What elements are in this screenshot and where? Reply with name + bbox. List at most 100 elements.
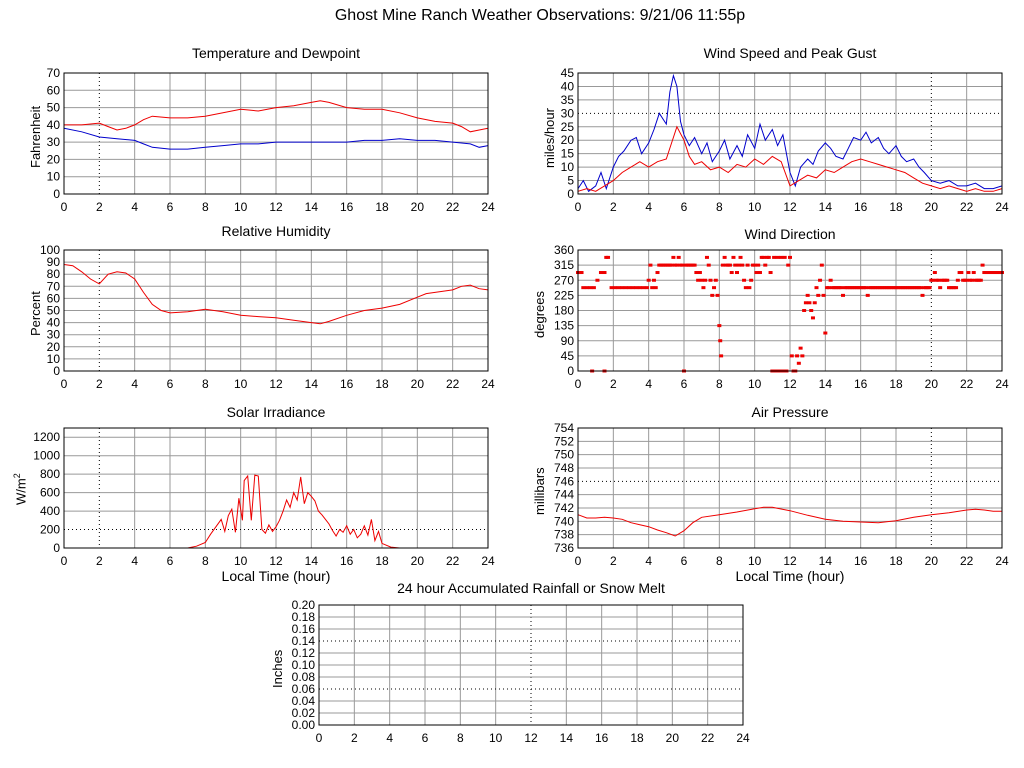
press-x-tick-label-6: 6: [681, 554, 688, 568]
dir-point-81: [743, 286, 748, 290]
dir-point-125: [821, 293, 826, 297]
dir-point-210: [971, 271, 976, 275]
dir-point-26: [648, 263, 653, 267]
dir-point-14: [609, 286, 614, 290]
temp-x-tick-label-16: 16: [340, 200, 354, 214]
temp-y-tick-label-7: 70: [47, 66, 61, 80]
dir-point-190: [936, 278, 941, 282]
press-y-tick-label-7: 750: [554, 448, 574, 462]
solar-x-tick-label-24: 24: [481, 554, 495, 568]
rain-chart-title: 24 hour Accumulated Rainfall or Snow Mel…: [397, 580, 665, 596]
rh-x-tick-label-8: 8: [202, 377, 209, 391]
solar-x-tick-label-10: 10: [234, 554, 248, 568]
dir-point-7: [591, 286, 596, 290]
temp-x-tick-label-10: 10: [234, 200, 248, 214]
dir-x-tick-label-20: 20: [925, 377, 939, 391]
dir-point-52: [694, 271, 699, 275]
dir-point-25: [646, 278, 651, 282]
rh-x-tick-label-2: 2: [96, 377, 103, 391]
solar-plot-frame: [63, 427, 489, 549]
dir-point-107: [789, 354, 794, 358]
dir-point-105: [786, 263, 791, 267]
dir-point-8: [595, 278, 600, 282]
press-series-line-0: [577, 506, 1002, 537]
wind-series-line-0: [577, 73, 1003, 193]
dir-point-117: [807, 301, 812, 305]
press-chart-title: Air Pressure: [751, 404, 829, 420]
rain-x-tick-label-20: 20: [666, 731, 680, 745]
rh-y-tick-label-3: 30: [47, 328, 61, 342]
rh-x-tick-label-16: 16: [340, 377, 354, 391]
dir-point-63: [713, 278, 718, 282]
dir-point-188: [932, 271, 937, 275]
wind-x-tick-label-18: 18: [889, 200, 903, 214]
dir-point-86: [752, 263, 757, 267]
temp-x-tick-label-24: 24: [481, 200, 495, 214]
dir-point-200: [954, 286, 959, 290]
rh-x-tick-label-22: 22: [446, 377, 460, 391]
temp-y-tick-label-6: 60: [47, 83, 61, 97]
dir-x-tick-label-2: 2: [610, 377, 617, 391]
dir-point-123: [818, 278, 823, 282]
rh-y-tick-label-8: 80: [47, 267, 61, 281]
wind-x-tick-label-0: 0: [575, 200, 582, 214]
press-x-tick-label-2: 2: [610, 554, 617, 568]
rain-x-tick-label-10: 10: [489, 731, 503, 745]
temp-x-tick-label-6: 6: [167, 200, 174, 214]
rain-x-tick-label-16: 16: [595, 731, 609, 745]
temp-y-tick-label-2: 20: [47, 152, 61, 166]
dir-point-61: [710, 293, 715, 297]
dir-point-83: [747, 286, 752, 290]
press-x-tick-label-20: 20: [925, 554, 939, 568]
dir-point-187: [931, 278, 936, 282]
dir-y-tick-label-0: 0: [567, 364, 574, 378]
wind-x-tick-label-20: 20: [925, 200, 939, 214]
wind-series-line-1: [577, 125, 1003, 192]
dir-point-59: [706, 263, 711, 267]
temp-x-tick-label-22: 22: [446, 200, 460, 214]
wind-x-tick-label-4: 4: [645, 200, 652, 214]
dir-point-101: [779, 255, 784, 259]
dir-point-28: [651, 278, 656, 282]
dir-point-97: [772, 255, 777, 259]
temp-x-tick-label-2: 2: [96, 200, 103, 214]
dir-y-tick-label-4: 180: [554, 304, 574, 318]
solar-x-tick-label-4: 4: [131, 554, 138, 568]
rain-y-tick-label-2: 0.04: [292, 694, 316, 708]
dir-point-214: [978, 278, 983, 282]
dir-point-87: [754, 271, 759, 275]
dir-point-51: [692, 263, 697, 267]
dir-point-69: [722, 255, 727, 259]
temp-x-tick-label-0: 0: [61, 200, 68, 214]
solar-x-tick-label-20: 20: [411, 554, 425, 568]
dir-point-74: [731, 255, 736, 259]
press-x-tick-label-24: 24: [995, 554, 1009, 568]
dir-point-72: [727, 263, 732, 267]
dir-x-tick-label-16: 16: [854, 377, 868, 391]
solar-x-tick-label-0: 0: [61, 554, 68, 568]
rain-x-tick-label-4: 4: [386, 731, 393, 745]
dir-point-149: [863, 286, 868, 290]
wind-y-tick-label-9: 45: [561, 66, 575, 80]
rain-y-tick-label-10: 0.20: [292, 598, 316, 612]
temp-y-tick-label-3: 30: [47, 135, 61, 149]
rh-y-tick-label-1: 10: [47, 352, 61, 366]
rh-x-tick-label-24: 24: [481, 377, 495, 391]
temp-series-line-0: [64, 100, 489, 133]
rain-x-tick-label-2: 2: [351, 731, 358, 745]
dir-point-2: [579, 271, 584, 275]
temp-series-line-1: [63, 127, 489, 150]
press-x-tick-label-14: 14: [819, 554, 833, 568]
wind-y-tick-label-3: 15: [561, 147, 575, 161]
rh-series-line-0: [63, 264, 489, 325]
press-x-tick-label-22: 22: [960, 554, 974, 568]
dir-point-201: [955, 278, 960, 282]
dir-point-119: [810, 316, 815, 320]
dir-point-56: [701, 286, 706, 290]
press-x-tick-label-16: 16: [854, 554, 868, 568]
wind-x-tick-label-10: 10: [748, 200, 762, 214]
dir-point-18: [623, 286, 628, 290]
dir-point-21: [634, 286, 639, 290]
dir-point-76: [735, 271, 739, 275]
dir-point-29: [653, 286, 658, 290]
